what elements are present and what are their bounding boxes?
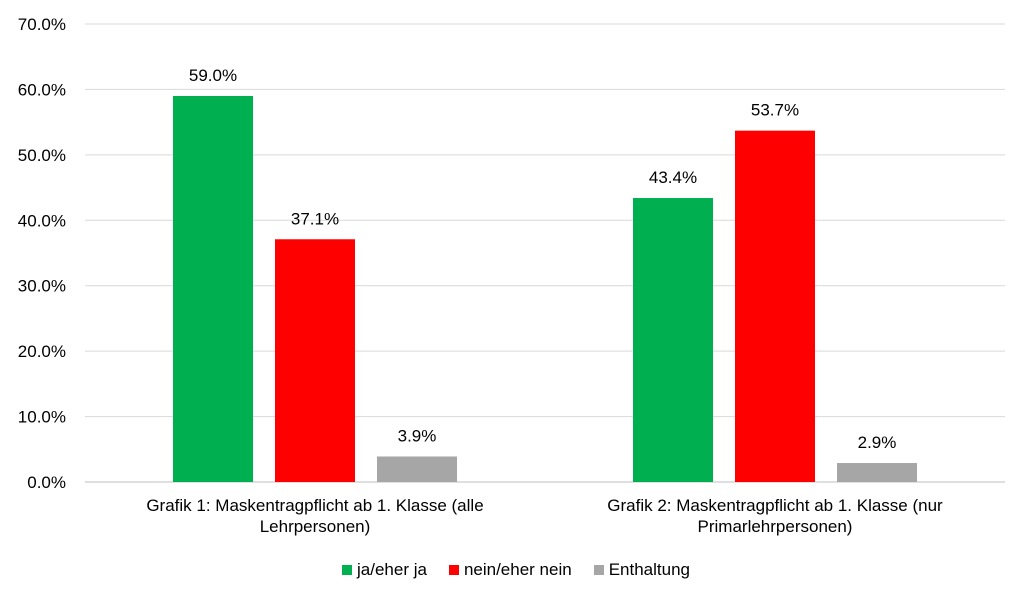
bar: [377, 456, 457, 482]
y-axis-ticks: 0.0% 10.0% 20.0% 30.0% 40.0% 50.0% 60.0% 70.0%: [18, 15, 66, 492]
bar: [735, 130, 815, 483]
y-tick-label: 20.0%: [18, 342, 66, 361]
legend-item-ja: ja/eher ja: [342, 560, 427, 580]
bar: [275, 239, 355, 482]
data-label: 2.9%: [858, 433, 897, 452]
legend-swatch-nein: [448, 565, 459, 575]
category-labels: Grafik 1: Maskentragpflicht ab 1. Klasse…: [146, 496, 943, 536]
legend-item-nein: nein/eher nein: [448, 560, 572, 580]
legend-label-ja: ja/eher ja: [357, 560, 427, 579]
category-label: Grafik 1: Maskentragpflicht ab 1. Klasse…: [146, 496, 483, 515]
y-tick-label: 50.0%: [18, 146, 66, 165]
data-label: 37.1%: [291, 209, 339, 228]
legend-swatch-enthaltung: [593, 565, 604, 575]
category-label: Lehrpersonen): [260, 517, 371, 536]
y-tick-label: 30.0%: [18, 277, 66, 296]
y-tick-label: 10.0%: [18, 408, 66, 427]
legend-label-nein: nein/eher nein: [463, 560, 572, 579]
bars: [173, 95, 917, 483]
y-tick-label: 0.0%: [27, 473, 66, 492]
data-label: 59.0%: [189, 66, 237, 85]
category-label: Primarlehrpersonen): [698, 517, 853, 536]
y-tick-label: 60.0%: [18, 80, 66, 99]
legend-swatch-ja: [342, 565, 352, 575]
category-label: Grafik 2: Maskentragpflicht ab 1. Klasse…: [607, 496, 943, 515]
data-labels: 59.0% 37.1% 3.9% 43.4% 53.7% 2.9%: [189, 66, 896, 452]
legend-label-enthaltung: Enthaltung: [608, 560, 690, 579]
data-label: 53.7%: [751, 101, 799, 120]
bar: [173, 95, 253, 482]
y-tick-label: 70.0%: [18, 15, 66, 34]
bar: [633, 198, 713, 483]
y-tick-label: 40.0%: [18, 211, 66, 230]
legend: ja/eher ja nein/eher nein Enthaltung: [0, 560, 1032, 580]
bar: [837, 463, 917, 482]
legend-item-enthaltung: Enthaltung: [593, 560, 690, 580]
data-label: 3.9%: [398, 426, 437, 445]
data-label: 43.4%: [649, 168, 697, 187]
